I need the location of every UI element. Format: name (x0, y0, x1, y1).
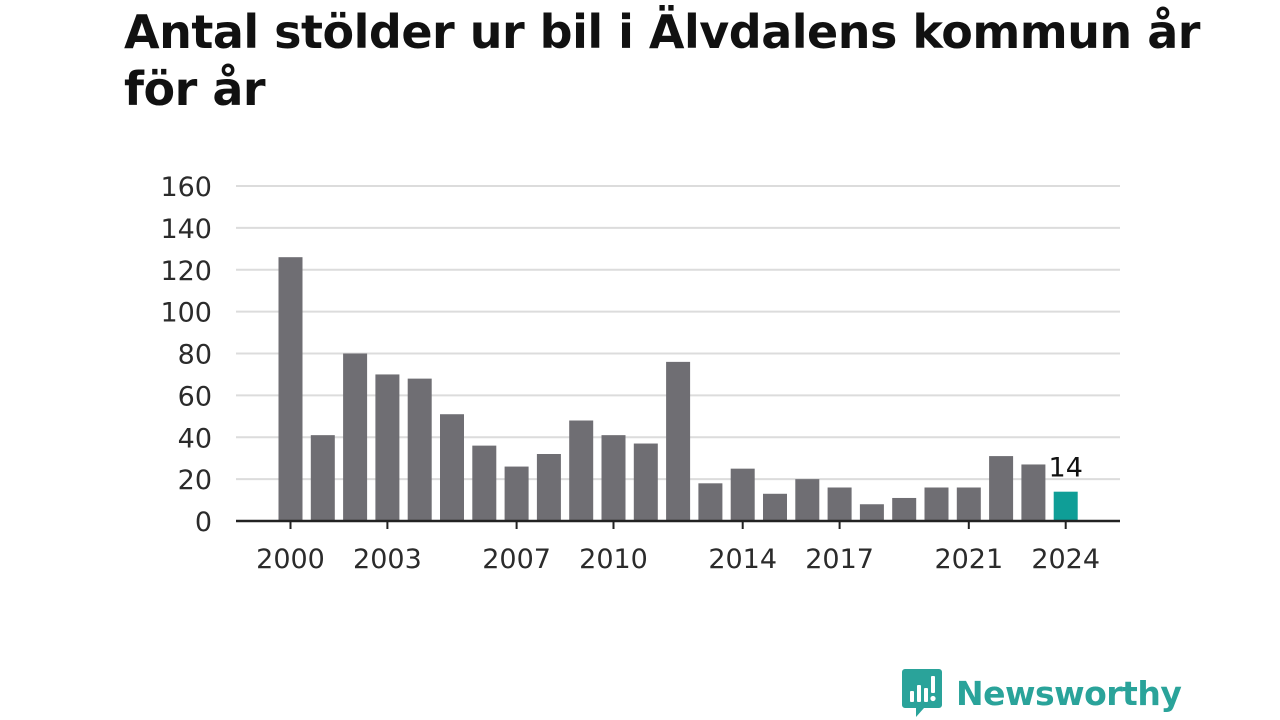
bar (440, 414, 464, 521)
bar (343, 353, 368, 521)
y-tick-label: 0 (195, 507, 212, 538)
bar (859, 504, 884, 521)
x-tick-label: 2003 (353, 544, 422, 575)
bar (310, 435, 335, 521)
chart-title: Antal stölder ur bil i Älvdalens kommun … (124, 5, 1200, 116)
bar (375, 374, 400, 521)
bar (601, 435, 626, 521)
bar (730, 468, 755, 521)
y-tick-label: 140 (160, 214, 212, 245)
bar (666, 361, 691, 521)
bar-highlighted (1053, 491, 1078, 521)
bar (536, 454, 561, 521)
y-tick-label: 160 (160, 172, 212, 203)
labels: 0 20 40 60 80 100 120 140 160 14 2000 2003 2007 2010 2… (160, 172, 1100, 575)
x-tick-label: 2007 (482, 544, 551, 575)
y-tick-label: 60 (178, 381, 212, 412)
y-tick-label: 80 (178, 340, 212, 371)
x-tick-label: 2024 (1031, 544, 1100, 575)
x-tick-label: 2010 (579, 544, 648, 575)
bar (278, 257, 303, 521)
data-label: 14 (1049, 453, 1083, 484)
y-tick-label: 100 (160, 298, 212, 329)
brand-name: Newsworthy (956, 673, 1182, 713)
bar (763, 493, 787, 521)
bar (407, 378, 432, 521)
y-tick-label: 40 (178, 423, 212, 454)
bar (633, 443, 658, 521)
bar (698, 483, 723, 521)
bar (924, 487, 949, 521)
newsworthy-logo: Newsworthy (902, 669, 1182, 717)
bar (1021, 464, 1046, 521)
bar (795, 479, 820, 521)
x-tick-label: 2017 (805, 544, 874, 575)
bar (504, 466, 529, 521)
bar (956, 487, 981, 521)
x-tick-label: 2000 (256, 544, 325, 575)
newsworthy-logo-icon (902, 669, 942, 717)
bar (472, 445, 497, 521)
y-tick-label: 120 (160, 256, 212, 287)
x-tick-label: 2014 (708, 544, 777, 575)
axes (236, 519, 1120, 529)
x-tick-label: 2021 (934, 544, 1003, 575)
bar (569, 420, 594, 521)
bar (827, 487, 852, 521)
bar (989, 456, 1014, 521)
y-tick-label: 20 (178, 465, 212, 496)
bars (278, 257, 1078, 521)
bar (892, 497, 917, 521)
